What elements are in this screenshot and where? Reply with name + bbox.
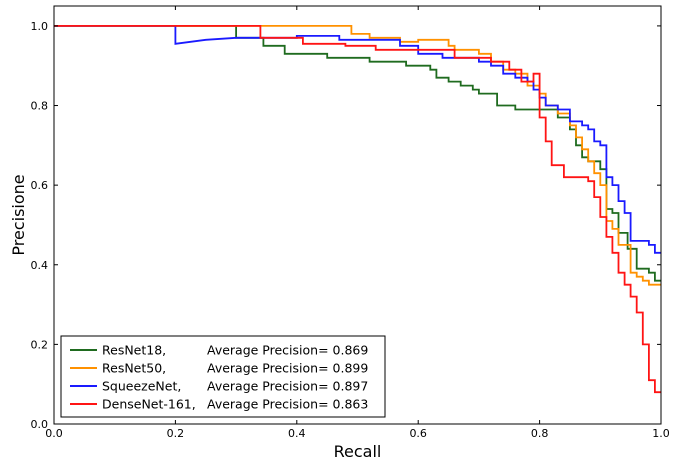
- legend-average-precision: Average Precision= 0.897: [207, 379, 368, 394]
- y-tick-label: 0.8: [31, 100, 49, 113]
- x-tick-label: 0.4: [288, 427, 306, 440]
- x-axis-label: Recall: [334, 442, 382, 461]
- legend-series-name: SqueezeNet,: [102, 379, 181, 394]
- x-tick-label: 1.0: [652, 427, 670, 440]
- legend-series-name: ResNet50,: [102, 361, 166, 376]
- series-layer: [54, 25, 661, 394]
- y-axis-label: Precisione: [9, 174, 28, 255]
- legend-box: [60, 335, 386, 418]
- legend-average-precision: Average Precision= 0.863: [207, 397, 368, 412]
- series-line-2: [54, 25, 661, 254]
- legend-series-name: DenseNet-161,: [102, 397, 196, 412]
- series-line-0: [54, 25, 661, 282]
- y-tick-label: 0.0: [31, 418, 49, 431]
- legend: ResNet18, Average Precision= 0.869 ResNet5…: [60, 335, 386, 418]
- y-tick-label: 0.4: [31, 259, 49, 272]
- x-tick-label: 0.8: [531, 427, 549, 440]
- series-line-1: [54, 25, 661, 286]
- ticks-layer: 0.0 0.2 0.4 0.6 0.8 1.0 0.0 0.2 0.4 0.6 0.8 1.0: [31, 6, 670, 440]
- plot-frame: [53, 5, 662, 425]
- legend-items: ResNet18, Average Precision= 0.869 ResNet5…: [70, 343, 368, 412]
- x-tick-label: 0.0: [45, 427, 63, 440]
- x-tick-label: 0.6: [409, 427, 427, 440]
- legend-series-name: ResNet18,: [102, 343, 166, 358]
- legend-average-precision: Average Precision= 0.899: [207, 361, 368, 376]
- y-tick-label: 0.6: [31, 179, 49, 192]
- x-tick-label: 0.2: [167, 427, 185, 440]
- series-line-3: [54, 25, 661, 394]
- legend-average-precision: Average Precision= 0.869: [207, 343, 368, 358]
- y-tick-label: 1.0: [31, 20, 49, 33]
- y-tick-label: 0.2: [31, 338, 49, 351]
